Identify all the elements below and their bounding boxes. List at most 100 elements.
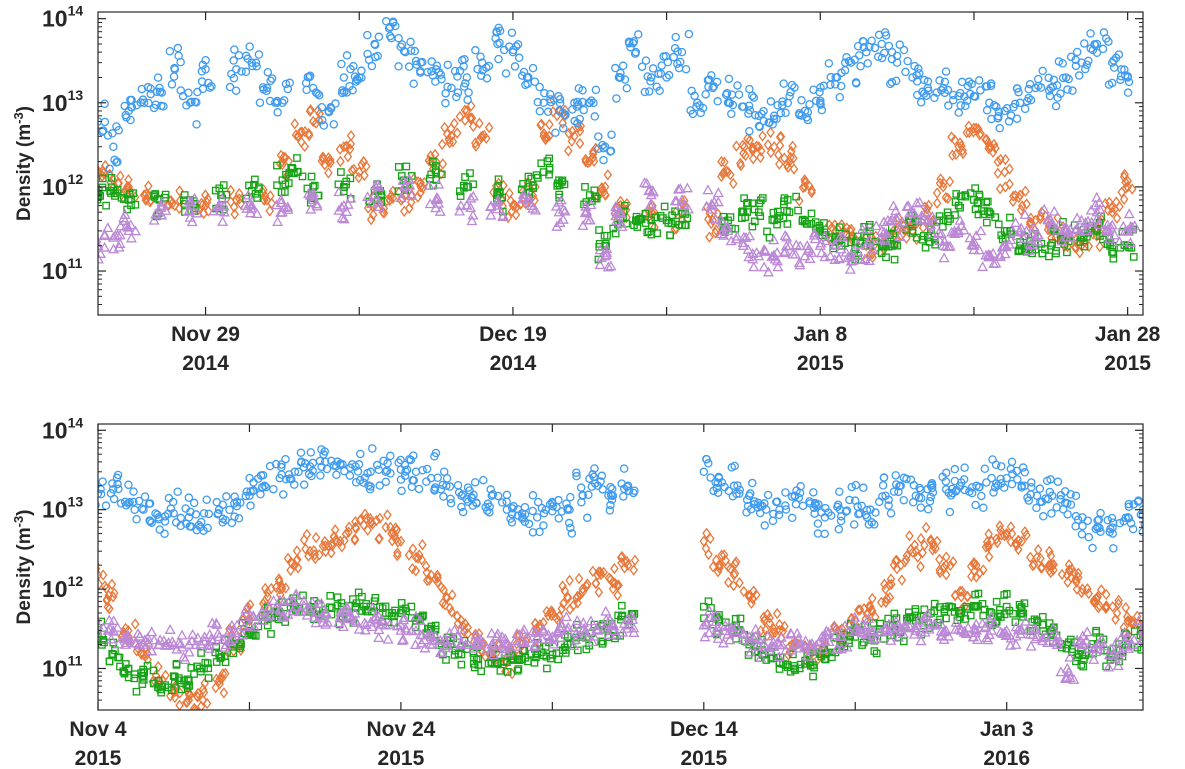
data-point-diamond: [560, 109, 570, 122]
data-point-triangle: [938, 235, 950, 246]
data-point-diamond: [354, 166, 364, 178]
data-point-triangle: [562, 621, 574, 632]
data-point-diamond: [1146, 628, 1153, 637]
data-point-square: [518, 655, 526, 664]
data-point-triangle: [970, 230, 982, 240]
data-point-triangle: [723, 621, 735, 631]
data-point-diamond: [855, 604, 865, 616]
data-point-circle: [814, 500, 823, 509]
data-point-circle: [1010, 99, 1020, 109]
data-point-circle: [901, 67, 910, 77]
data-point-triangle: [1080, 216, 1092, 227]
data-point-diamond: [705, 231, 714, 243]
data-point-square: [1045, 619, 1054, 627]
data-point-diamond: [400, 205, 409, 217]
data-point-square: [939, 216, 948, 225]
data-point-triangle: [237, 611, 249, 621]
data-point-circle: [881, 31, 891, 40]
data-point-triangle: [123, 225, 135, 236]
data-point-triangle: [492, 199, 504, 210]
data-point-triangle: [953, 623, 965, 634]
data-point-triangle: [398, 611, 410, 622]
data-point-triangle: [173, 637, 185, 648]
data-point-triangle: [845, 250, 857, 261]
data-point-circle: [1124, 77, 1134, 87]
data-point-circle: [707, 71, 716, 80]
data-point-circle: [1056, 89, 1065, 98]
data-point-circle: [296, 458, 306, 467]
data-point-diamond: [366, 214, 376, 226]
data-point-square: [770, 216, 779, 225]
data-point-circle: [989, 488, 998, 497]
data-point-circle: [663, 57, 673, 67]
data-point-circle: [353, 467, 363, 476]
data-point-square: [105, 657, 114, 666]
data-point-square: [662, 216, 671, 225]
data-point-circle: [446, 494, 455, 504]
data-point-square: [795, 664, 804, 673]
data-point-circle: [1134, 496, 1143, 505]
data-point-circle: [513, 40, 523, 49]
data-point-circle: [656, 69, 666, 78]
data-point-circle: [723, 98, 733, 108]
data-point-diamond: [422, 566, 432, 579]
data-point-circle: [857, 501, 866, 511]
data-point-diamond: [564, 145, 573, 157]
data-point-diamond: [383, 509, 392, 521]
data-point-square: [774, 207, 782, 216]
data-point-circle: [502, 505, 512, 514]
data-point-square: [647, 216, 656, 225]
data-point-circle: [745, 106, 755, 115]
data-point-triangle: [626, 610, 638, 621]
data-point-diamond: [444, 133, 454, 145]
data-point-triangle: [839, 620, 851, 631]
data-point-triangle: [492, 628, 504, 638]
data-point-circle: [954, 91, 963, 101]
data-point-circle: [374, 32, 384, 42]
data-point-diamond: [438, 597, 448, 609]
data-point-circle: [164, 493, 174, 503]
data-point-triangle: [1069, 224, 1081, 235]
data-point-circle: [462, 73, 472, 82]
data-point-square: [890, 240, 899, 249]
data-point-triangle: [395, 192, 407, 203]
data-point-triangle: [1010, 638, 1022, 649]
data-point-square: [944, 217, 952, 226]
data-point-circle: [980, 464, 990, 473]
data-point-circle: [1081, 64, 1090, 74]
data-point-circle: [669, 52, 678, 62]
data-point-triangle: [712, 187, 724, 198]
data-point-triangle: [804, 253, 816, 263]
data-point-circle: [311, 88, 321, 97]
data-point-diamond: [343, 150, 353, 163]
data-point-diamond: [1108, 601, 1117, 613]
data-point-circle: [859, 483, 868, 493]
data-point-triangle: [983, 250, 995, 261]
data-point-circle: [1128, 524, 1138, 534]
data-point-diamond: [1093, 591, 1102, 603]
data-point-circle: [394, 33, 403, 43]
data-point-diamond: [455, 110, 465, 123]
y-tick-label: 1014: [42, 3, 83, 32]
data-point-circle: [1060, 487, 1070, 496]
data-point-diamond: [439, 584, 448, 596]
data-point-circle: [1026, 95, 1036, 105]
data-point-circle: [494, 23, 503, 33]
data-point-triangle: [600, 605, 612, 616]
data-point-triangle: [99, 241, 111, 252]
data-point-diamond: [789, 163, 799, 175]
data-point-square: [660, 202, 669, 211]
data-point-circle: [910, 61, 919, 71]
data-point-circle: [605, 506, 615, 515]
data-point-diamond: [313, 104, 323, 117]
data-point-square: [783, 195, 792, 204]
data-point-diamond: [1074, 567, 1083, 579]
data-point-triangle: [518, 623, 530, 634]
data-point-diamond: [1075, 246, 1084, 259]
data-point-circle: [108, 479, 117, 488]
data-point-diamond: [729, 177, 738, 190]
data-point-diamond: [274, 573, 284, 585]
data-point-square: [184, 675, 192, 684]
data-point-circle: [1058, 73, 1068, 83]
data-point-diamond: [1114, 594, 1123, 607]
